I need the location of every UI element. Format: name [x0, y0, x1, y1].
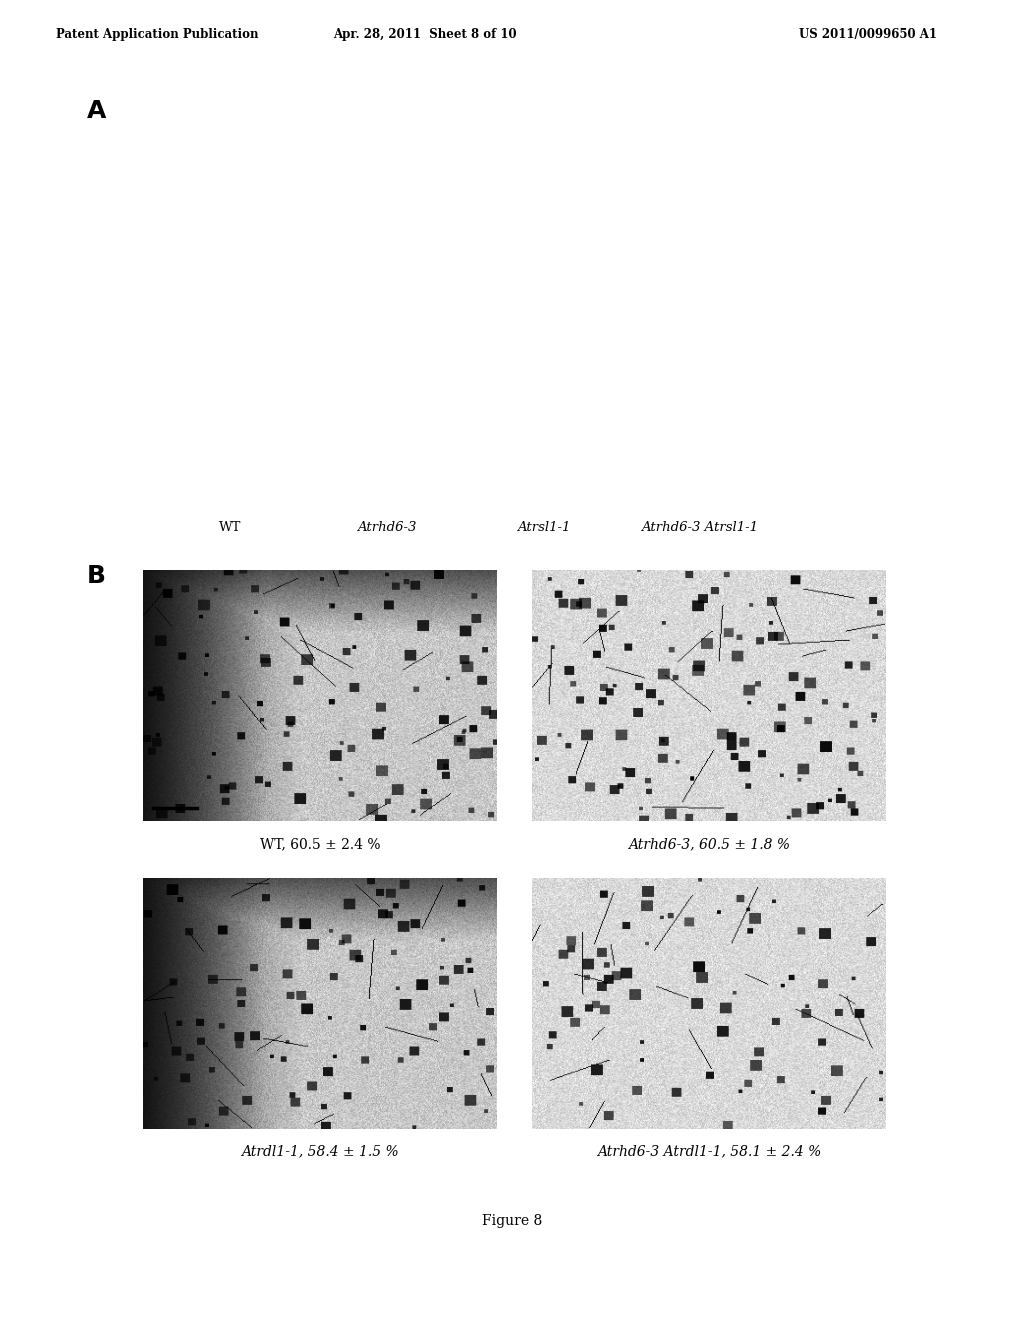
Text: Atrhd6-3, 60.5 ± 1.8 %: Atrhd6-3, 60.5 ± 1.8 % [628, 837, 791, 851]
Text: Atrsl1-1: Atrsl1-1 [516, 521, 570, 535]
Text: US 2011/0099650 A1: US 2011/0099650 A1 [799, 28, 937, 41]
Text: Apr. 28, 2011  Sheet 8 of 10: Apr. 28, 2011 Sheet 8 of 10 [333, 28, 517, 41]
Text: Atrhd6-3: Atrhd6-3 [357, 521, 416, 535]
Text: WT, 60.5 ± 2.4 %: WT, 60.5 ± 2.4 % [260, 837, 380, 851]
Text: A: A [87, 99, 106, 123]
Text: Patent Application Publication: Patent Application Publication [56, 28, 259, 41]
Text: Figure 8: Figure 8 [482, 1214, 542, 1228]
Text: Atrhd6-3 Atrdl1-1, 58.1 ± 2.4 %: Atrhd6-3 Atrdl1-1, 58.1 ± 2.4 % [597, 1144, 821, 1159]
Text: B: B [87, 564, 106, 587]
Text: Atrhd6-3 Atrsl1-1: Atrhd6-3 Atrsl1-1 [641, 521, 759, 535]
Text: Atrdl1-1, 58.4 ± 1.5 %: Atrdl1-1, 58.4 ± 1.5 % [242, 1144, 398, 1159]
Text: WT: WT [219, 521, 241, 535]
